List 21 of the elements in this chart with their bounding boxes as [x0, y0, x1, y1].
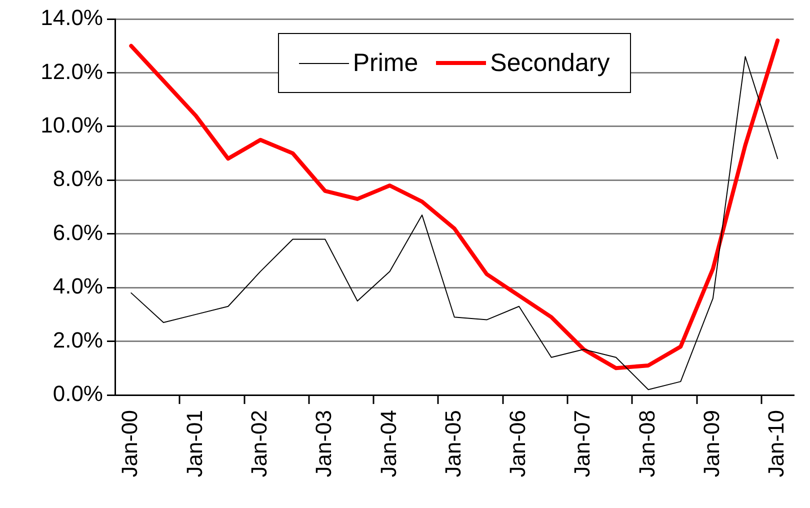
y-tick-label: 0.0% [52, 381, 103, 406]
x-tick-label: Jan-06 [505, 410, 530, 478]
x-tick-label: Jan-05 [440, 410, 466, 478]
legend-label: Secondary [490, 48, 610, 78]
x-tick-label: Jan-09 [699, 410, 724, 478]
x-tick-label: Jan-03 [311, 410, 336, 478]
y-tick-label: 4.0% [52, 274, 103, 299]
y-tick-label: 2.0% [52, 327, 103, 352]
y-tick-label: 12.0% [40, 58, 103, 84]
y-tick-label: 6.0% [52, 220, 103, 245]
y-tick-label: 10.0% [40, 112, 103, 138]
x-tick-label: Jan-02 [246, 410, 272, 478]
x-tick-label: Jan-07 [570, 410, 595, 478]
x-tick-label: Jan-10 [764, 410, 789, 478]
x-tick-label: Jan-00 [117, 410, 142, 478]
y-tick-label: 8.0% [52, 166, 103, 192]
x-tick-label: Jan-08 [634, 410, 660, 478]
y-tick-label: 14.0% [40, 5, 103, 30]
x-tick-label: Jan-01 [182, 410, 207, 478]
x-tick-label: Jan-04 [376, 410, 401, 478]
legend-label: Prime [352, 48, 418, 78]
